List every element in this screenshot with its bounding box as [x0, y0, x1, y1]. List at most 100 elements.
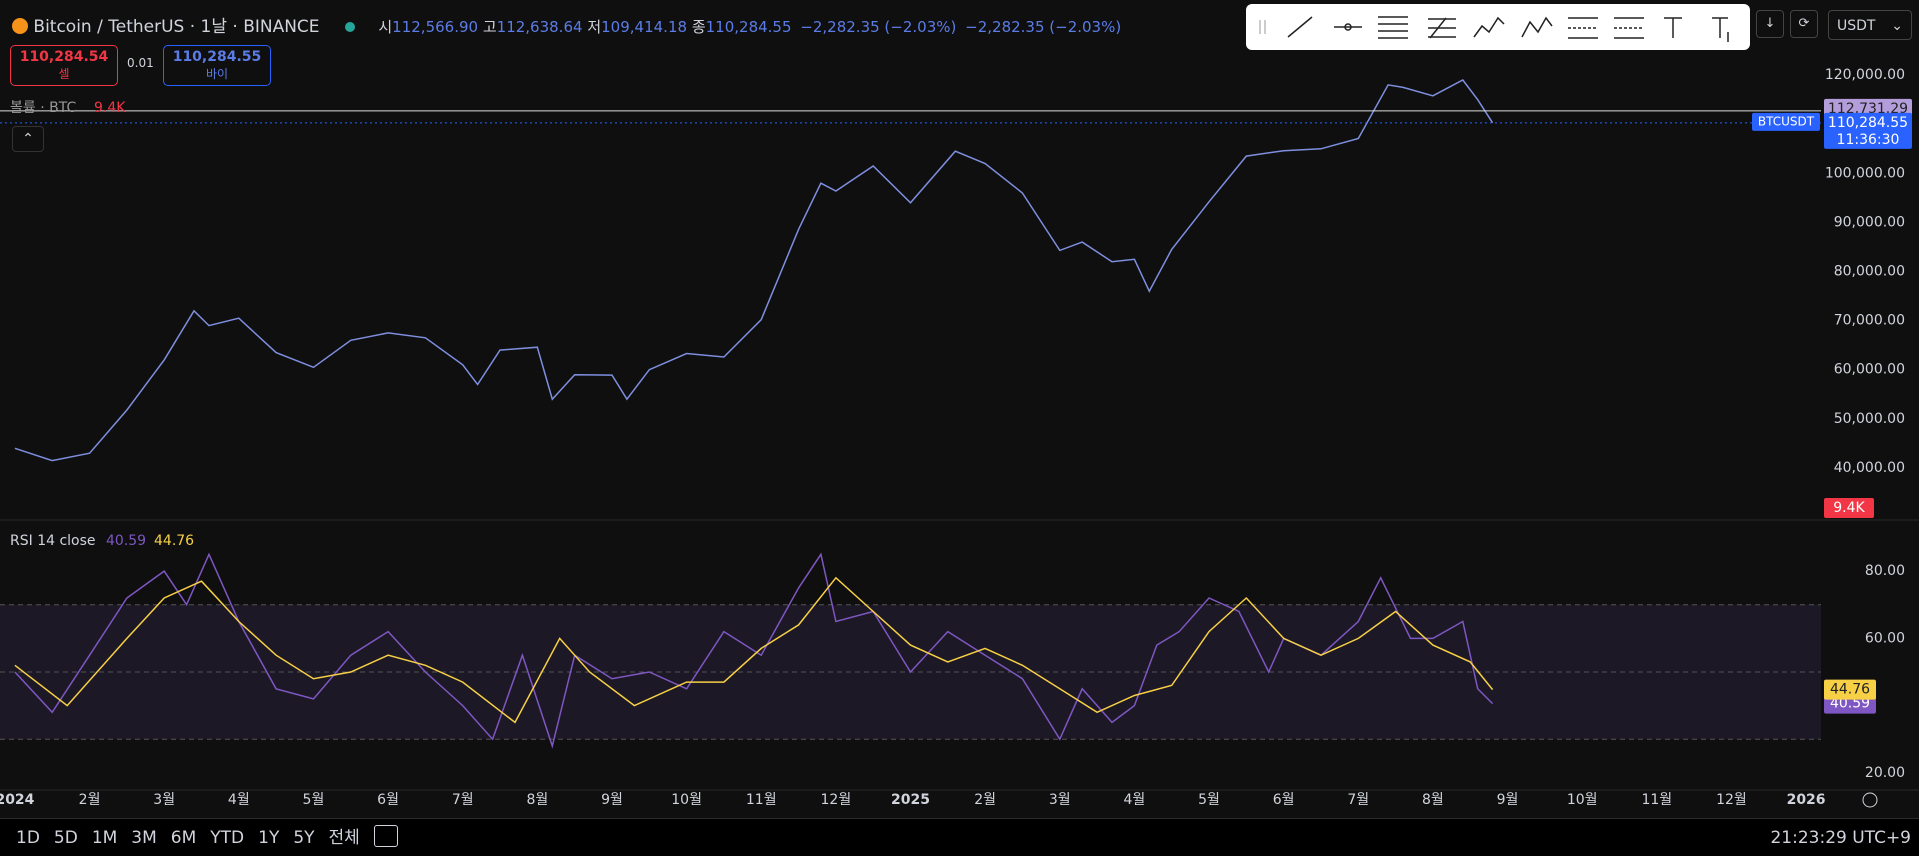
parallel-channel-tool[interactable] [1378, 16, 1408, 39]
range-buttons: 1D 5D 1M 3M 6M YTD 1Y 5Y 전체 [16, 819, 374, 856]
range-button[interactable]: 3M [131, 828, 157, 848]
x-tick-label: 4월 [228, 792, 250, 808]
fib-tool[interactable] [1428, 17, 1456, 39]
sell-label: 셀 [58, 67, 70, 81]
x-tick-label: 6월 [377, 792, 399, 808]
x-tick-label: 10월 [1567, 792, 1598, 808]
x-tick-label: 5월 [303, 792, 325, 808]
price-badge-label: 110,284.55 [1828, 115, 1908, 131]
range-button[interactable]: 1D [16, 828, 40, 848]
abcd-tool[interactable] [1521, 16, 1553, 38]
line [14, 79, 1494, 462]
symbol-bar: Bitcoin / TetherUS · 1날 · BINANCE 시112,5… [12, 12, 1121, 37]
x-tick-label: 4월 [1123, 792, 1145, 808]
collapse-button[interactable]: ⌃ [12, 126, 44, 152]
trend-line-tool[interactable] [1287, 16, 1313, 38]
change: −2,282.35 (−2.03%) [965, 18, 1122, 36]
download-button[interactable]: ↓ [1756, 10, 1784, 38]
symbol-tag [1752, 112, 1820, 131]
coin-icon [12, 18, 28, 34]
x-tick-label: 2024 [0, 792, 35, 808]
x-tick-label: 7월 [452, 792, 474, 808]
ohlc: 시112,566.90 고112,638.64 저109,414.18 종110… [378, 18, 1121, 36]
price-badge [1824, 112, 1912, 149]
date-range-button[interactable] [374, 825, 398, 847]
y-tick-label: 50,000.00 [1834, 411, 1905, 427]
x-tick-label: 8월 [1422, 792, 1444, 808]
y-tick-label: 60.00 [1865, 630, 1905, 646]
x-tick-label: 11월 [1641, 792, 1672, 808]
y-tick-label: 60,000.00 [1834, 362, 1905, 378]
volume-legend-value: 9.4K [94, 100, 126, 116]
drawing-toolbar [1246, 4, 1750, 50]
tool-icons [1259, 16, 1729, 42]
ohlc-key: 시 [378, 18, 393, 36]
x-tick-label: 7월 [1347, 792, 1369, 808]
pattern-tool[interactable] [1473, 16, 1505, 38]
x-tick-label: 9월 [601, 792, 623, 808]
rsi-badge-label: 40.59 [1830, 696, 1870, 712]
ohlc-key: 고 [482, 18, 497, 36]
caret: ⌄ [1891, 18, 1903, 34]
bottom-bar: 1D 5D 1M 3M 6M YTD 1Y 5Y 전체 21:23:29 UTC+9 [0, 818, 1919, 856]
y-tick-label: 20.00 [1865, 765, 1905, 781]
ohlc-value: 112,566.90 [392, 18, 479, 36]
ohlc-value: 110,284.55 [705, 18, 792, 36]
y-tick-label: 90,000.00 [1834, 214, 1905, 230]
x-tick-label: 2025 [891, 792, 930, 808]
x-tick-label: 2월 [974, 792, 996, 808]
ohlc-value: 112,638.64 [496, 18, 583, 36]
x-tick-label: 2026 [1787, 792, 1826, 808]
change: −2,282.35 (−2.03%) [800, 18, 957, 36]
ray-dot [1344, 23, 1352, 31]
spread: 0.01 [127, 56, 154, 70]
rsi-legend-value: 40.59 [106, 533, 146, 549]
drag-handle [1259, 20, 1266, 34]
x-tick-label: 2월 [79, 792, 101, 808]
range-button[interactable]: 1Y [258, 828, 280, 848]
x-tick-label: 5월 [1198, 792, 1220, 808]
settings-icon [1862, 792, 1878, 808]
y-tick-label: 120,000.00 [1825, 67, 1905, 83]
volume-badge [1824, 498, 1874, 518]
ohlc-value: 109,414.18 [601, 18, 688, 36]
refresh-button[interactable]: ⟳ [1790, 10, 1818, 38]
sell-button[interactable]: 110,284.54 셀 [10, 45, 118, 86]
symbol[interactable]: Bitcoin / TetherUS · 1날 · BINANCE [33, 17, 320, 37]
y-tick-label: 40,000.00 [1834, 460, 1905, 476]
y-tick-label: 80,000.00 [1834, 264, 1905, 280]
x-tick-label: 8월 [526, 792, 548, 808]
text-tool[interactable] [1664, 17, 1682, 38]
y-tick-label: 80.00 [1865, 563, 1905, 579]
x-tick-label: 3월 [1049, 792, 1071, 808]
range-button[interactable]: YTD [210, 828, 245, 848]
range-tool[interactable] [1568, 17, 1598, 39]
currency-select[interactable]: USDT ⌄ [1828, 10, 1912, 40]
rsi-title: RSI 14 close [10, 533, 96, 549]
buy-button[interactable]: 110,284.55 바이 [163, 45, 271, 86]
price-badge-time: 11:36:30 [1837, 132, 1900, 148]
sell-price: 110,284.54 [19, 49, 109, 65]
anchored-text-tool[interactable] [1712, 17, 1729, 42]
buy-price: 110,284.55 [172, 49, 262, 65]
forecast-tool[interactable] [1614, 17, 1644, 39]
volume-legend: 볼륨 · BTC [10, 100, 76, 116]
clock: 21:23:29 UTC+9 [1770, 828, 1911, 848]
buy-label: 바이 [205, 67, 229, 81]
x-tick-label: 12월 [821, 792, 852, 808]
x-tick-label: 10월 [671, 792, 702, 808]
range-button[interactable]: 전체 [328, 828, 360, 848]
x-tick-label: 9월 [1497, 792, 1519, 808]
rsi-badge-label: 44.76 [1830, 682, 1870, 698]
range-button[interactable]: 1M [91, 828, 118, 848]
x-tick-label: 3월 [153, 792, 175, 808]
y-tick-label: 100,000.00 [1825, 165, 1905, 181]
x-tick-label: 11월 [746, 792, 777, 808]
range-button[interactable]: 5D [53, 828, 78, 848]
currency: USDT [1837, 18, 1876, 34]
volume-badge-label: 9.4K [1833, 500, 1865, 516]
range-button[interactable]: 6M [170, 828, 197, 848]
range-button[interactable]: 5Y [293, 828, 315, 848]
